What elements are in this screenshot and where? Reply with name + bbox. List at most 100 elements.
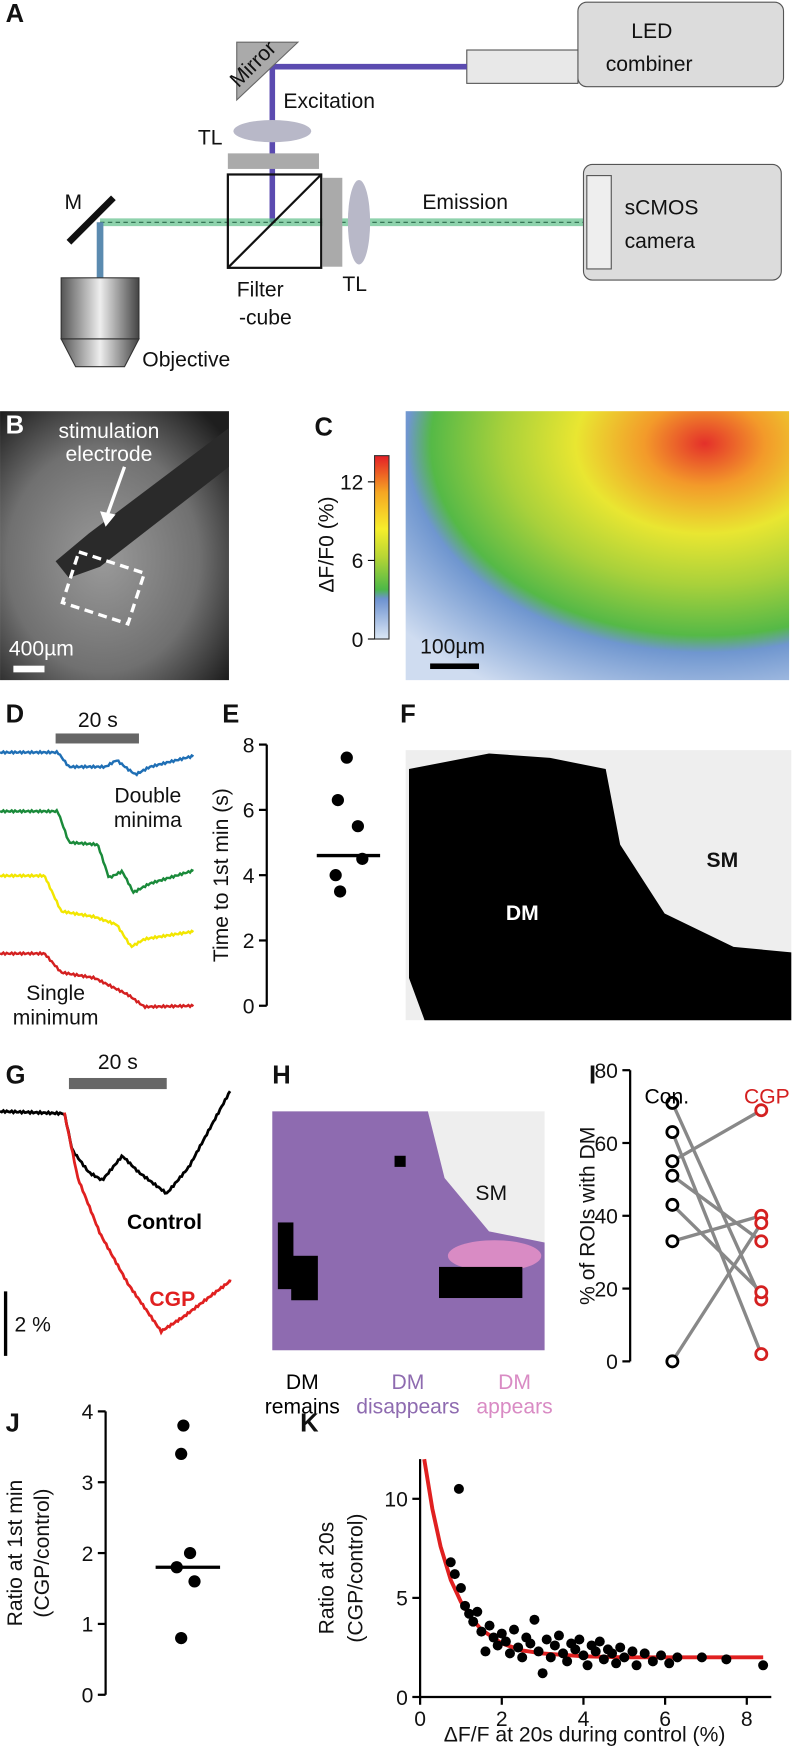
data-point <box>594 1636 605 1647</box>
trace <box>0 872 195 949</box>
roi-box <box>60 549 147 627</box>
data-point <box>656 1650 667 1661</box>
data-point <box>509 1624 520 1635</box>
scale-label: 100µm <box>420 635 485 658</box>
legend-label: DM <box>498 1371 531 1394</box>
label: M <box>64 191 82 214</box>
data-point <box>449 1569 460 1580</box>
panel-label: D <box>6 700 24 728</box>
y-tick-label: 0 <box>396 1687 408 1710</box>
panel-label: J <box>6 1409 20 1437</box>
data-point <box>607 1648 618 1659</box>
mirror-m <box>66 195 116 245</box>
panel-label: B <box>6 411 24 439</box>
data-point <box>517 1652 528 1663</box>
data-point <box>665 1197 680 1212</box>
tick-label: 12 <box>340 472 363 495</box>
label: stimulation <box>58 420 159 443</box>
data-point <box>537 1668 548 1679</box>
label: Excitation <box>283 90 375 113</box>
y-tick-label: 80 <box>594 1060 617 1083</box>
data-point <box>631 1660 642 1671</box>
colorbar <box>373 455 390 640</box>
y-tick-label: 40 <box>594 1206 617 1229</box>
data-point <box>541 1634 552 1645</box>
scale-label: 400µm <box>9 638 74 661</box>
data-point <box>615 1642 626 1653</box>
panel-label: K <box>300 1409 319 1437</box>
time-label: 20 s <box>78 709 118 732</box>
data-point <box>758 1660 769 1671</box>
panel-label: G <box>6 1062 26 1090</box>
arrow <box>106 466 127 514</box>
panel-label: A <box>6 0 24 28</box>
data-point <box>183 1546 197 1560</box>
data-point <box>331 793 344 807</box>
pair-line <box>671 1214 762 1243</box>
data-point <box>464 1608 475 1619</box>
x-tick-label: 8 <box>741 1708 753 1731</box>
tube-lens <box>233 120 312 143</box>
data-point <box>453 1483 464 1494</box>
y-axis-label: (CGP/control) <box>31 1489 54 1618</box>
data-point <box>468 1616 479 1627</box>
y-tick-label: 10 <box>384 1489 407 1512</box>
data-point <box>665 1125 680 1140</box>
data-point <box>672 1652 683 1663</box>
time-label: 20 s <box>98 1051 138 1074</box>
y-tick-label: 1 <box>82 1614 94 1637</box>
data-point <box>574 1634 585 1645</box>
label: TL <box>342 273 367 296</box>
pair-line <box>671 1203 763 1294</box>
region-label: SM <box>707 849 739 872</box>
filter <box>227 153 319 169</box>
label: electrode <box>66 443 153 466</box>
data-point <box>549 1640 560 1651</box>
y-tick-label: 3 <box>82 1472 94 1495</box>
filter <box>322 177 343 267</box>
tick-label: 6 <box>352 550 364 573</box>
time-bar <box>55 733 139 744</box>
patch <box>439 1266 523 1299</box>
dm-map: DM SM <box>405 750 792 1021</box>
x-tick-label: 4 <box>578 1708 590 1731</box>
label: sCMOS <box>625 196 699 219</box>
dm-region <box>409 753 792 1021</box>
data-point <box>611 1658 622 1669</box>
trace-panel: 20 s Control CGP 2 % <box>0 1051 232 1356</box>
dichroic <box>227 173 322 269</box>
annotation: minima <box>114 809 182 832</box>
label: Filter <box>237 279 284 302</box>
electrode <box>55 427 229 578</box>
data-point <box>639 1648 650 1659</box>
legend-label: remains <box>265 1396 340 1419</box>
data-point <box>664 1658 675 1669</box>
data-point <box>340 751 353 764</box>
panel-label: E <box>222 700 239 728</box>
panel-label: H <box>272 1062 290 1090</box>
led-tube <box>466 49 579 84</box>
annotation: Double <box>114 784 181 807</box>
data-point <box>476 1626 487 1637</box>
led-box <box>577 1 785 88</box>
y-tick-label: 6 <box>243 800 255 823</box>
data-point <box>562 1656 573 1667</box>
camera-front <box>586 175 612 270</box>
patch <box>277 1222 294 1290</box>
trace-panel: 20 s Double minima Single minimum <box>0 709 195 1030</box>
trace <box>0 1090 232 1195</box>
trace <box>0 950 195 1010</box>
legend-label: Con. <box>645 1086 690 1109</box>
data-point <box>627 1646 638 1657</box>
pair-line <box>670 1222 763 1363</box>
legend-label: disappears <box>356 1396 459 1419</box>
label: -cube <box>239 307 292 330</box>
x-tick-label: 6 <box>659 1708 671 1731</box>
panel-label: F <box>400 700 416 728</box>
patch <box>291 1255 318 1301</box>
filter-cube <box>226 173 323 269</box>
y-tick-label: 8 <box>243 734 255 757</box>
data-point <box>553 1630 564 1641</box>
data-point <box>333 885 347 898</box>
